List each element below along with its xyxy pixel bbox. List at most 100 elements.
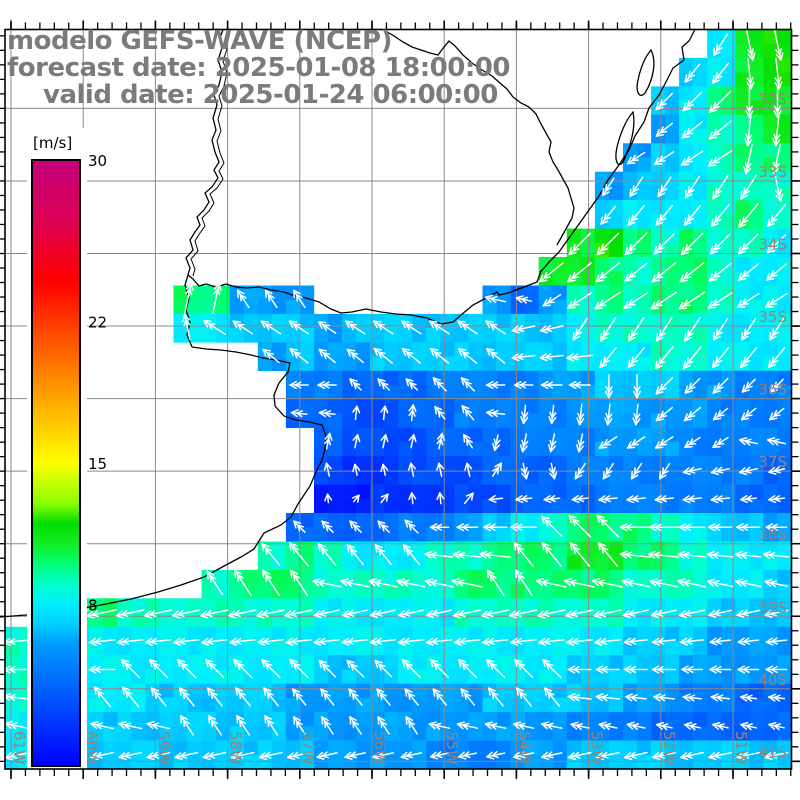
wind-direction-arrow: [604, 374, 613, 399]
wind-direction-arrow: [288, 542, 310, 567]
wind-direction-arrow: [397, 637, 425, 646]
wind-direction-arrow: [88, 665, 116, 674]
wind-direction-arrow: [457, 347, 478, 364]
wind-speed-cell: [328, 641, 343, 656]
wind-speed-cell: [426, 328, 441, 343]
wind-speed-cell: [5, 740, 20, 756]
wind-speed-cell: [159, 641, 174, 656]
wind-speed-cell: [749, 214, 764, 229]
wind-speed-cell: [356, 313, 371, 329]
wind-speed-cell: [412, 498, 427, 514]
wind-speed-cell: [735, 313, 750, 329]
wind-speed-cell: [777, 598, 792, 613]
wind-direction-arrow: [144, 637, 172, 646]
wind-speed-cell: [721, 569, 736, 585]
wind-speed-cell: [608, 299, 624, 315]
wind-direction-arrow: [736, 292, 760, 309]
wind-speed-cell: [159, 626, 174, 642]
wind-direction-arrow: [486, 751, 506, 760]
wind-speed-cell: [454, 712, 469, 727]
wind-speed-cell: [637, 242, 652, 258]
wind-speed-cell: [5, 697, 20, 713]
wind-speed-cell: [426, 385, 441, 400]
wind-speed-cell: [721, 470, 736, 485]
wind-direction-arrow: [708, 609, 733, 618]
wind-speed-cell: [777, 456, 792, 471]
wind-speed-cell: [271, 641, 287, 656]
wind-direction-arrow: [658, 462, 671, 480]
wind-speed-cell: [271, 584, 287, 599]
wind-speed-cell: [454, 328, 469, 343]
wind-speed-cell: [243, 328, 259, 343]
wind-speed-cell: [440, 470, 455, 485]
wind-speed-cell: [721, 527, 736, 542]
wind-direction-arrow: [515, 495, 533, 504]
wind-speed-cell: [187, 313, 202, 329]
wind-direction-arrow: [773, 86, 782, 118]
wind-speed-cell: [482, 740, 497, 756]
wind-speed-cell: [679, 697, 694, 713]
wind-direction-arrow: [712, 317, 729, 341]
wind-speed-cell: [763, 143, 778, 158]
wind-speed-cell: [538, 726, 553, 741]
wind-speed-cell: [243, 299, 259, 315]
wind-direction-arrow: [236, 289, 250, 309]
longitude-tick-label: 61W: [10, 731, 28, 765]
wind-speed-cell: [721, 484, 736, 500]
wind-speed-cell: [370, 555, 385, 571]
wind-speed-cell: [735, 584, 750, 599]
wind-speed-cell: [679, 427, 694, 443]
wind-direction-arrow: [258, 751, 283, 761]
wind-speed-cell: [482, 484, 497, 500]
wind-direction-arrow: [457, 658, 478, 679]
wind-speed-cell: [426, 441, 441, 457]
wind-speed-cell: [510, 555, 525, 571]
wind-direction-arrow: [286, 751, 311, 761]
wind-speed-cell: [777, 584, 792, 599]
wind-speed-cell: [524, 328, 539, 343]
wind-speed-cell: [651, 541, 666, 556]
wind-direction-arrow: [408, 492, 417, 505]
wind-speed-cell: [201, 328, 216, 343]
wind-speed-cell: [538, 456, 553, 471]
wind-speed-cell: [496, 683, 511, 699]
wind-speed-cell: [454, 470, 469, 485]
wind-speed-cell: [468, 470, 483, 485]
wind-speed-cell: [594, 342, 610, 357]
wind-speed-cell: [608, 541, 624, 556]
wind-speed-cell: [679, 484, 694, 500]
wind-speed-cell: [328, 569, 343, 585]
wind-direction-arrow: [657, 176, 672, 198]
wind-direction-arrow: [627, 316, 645, 342]
wind-speed-cell: [777, 385, 792, 400]
wind-direction-arrow: [599, 316, 617, 342]
wind-speed-cell: [623, 555, 638, 571]
wind-speed-cell: [665, 669, 680, 684]
wind-speed-cell: [637, 541, 652, 556]
wind-speed-cell: [482, 527, 497, 542]
wind-speed-cell: [749, 527, 764, 542]
wind-speed-cell: [608, 626, 624, 642]
wind-speed-cell: [763, 43, 778, 59]
latitude-tick-label: 36S: [758, 381, 787, 399]
wind-speed-cell: [608, 399, 624, 414]
wind-speed-cell: [257, 584, 273, 599]
wind-speed-cell: [412, 726, 427, 741]
wind-speed-cell: [370, 726, 385, 741]
wind-speed-cell: [257, 555, 273, 571]
wind-speed-cell: [608, 584, 624, 599]
wind-direction-arrow: [597, 542, 619, 567]
wind-direction-arrow: [764, 751, 789, 761]
wind-speed-cell: [384, 626, 399, 642]
wind-direction-arrow: [264, 289, 278, 309]
wind-direction-arrow: [650, 609, 677, 619]
wind-speed-cell: [735, 626, 750, 642]
wind-speed-cell: [608, 356, 624, 372]
wind-direction-arrow: [624, 262, 648, 282]
wind-direction-arrow: [599, 347, 617, 369]
wind-speed-cell: [721, 641, 736, 656]
wind-speed-cell: [552, 626, 567, 642]
wind-speed-cell: [594, 527, 610, 542]
wind-direction-arrow: [4, 720, 31, 730]
wind-speed-cell: [173, 626, 188, 642]
